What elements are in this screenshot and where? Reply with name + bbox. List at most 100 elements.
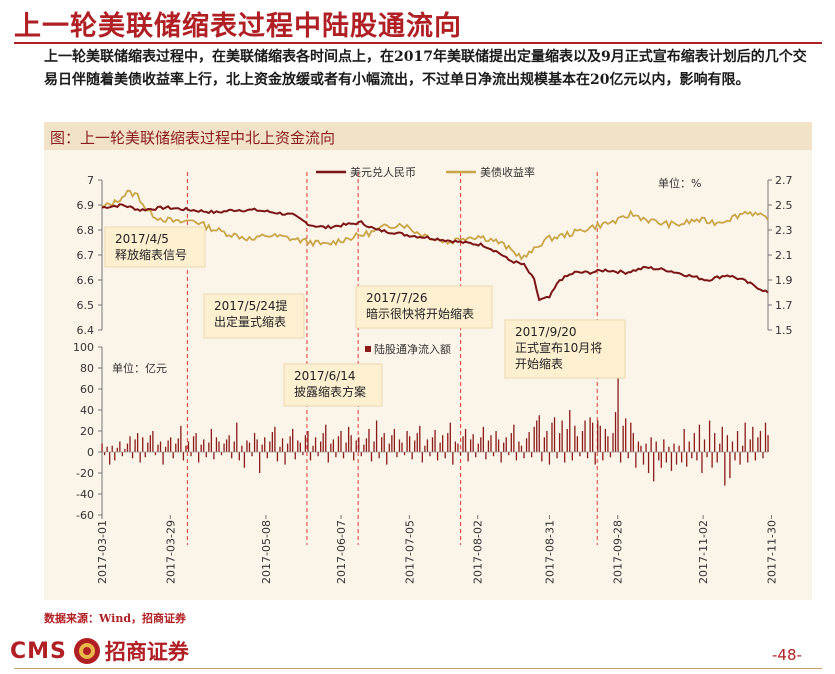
flow-bar [337,436,340,452]
flow-bar [635,452,637,468]
flow-bar [714,433,716,452]
flow-bar [574,425,576,452]
flow-bar [602,452,604,461]
flow-bar [424,445,426,452]
flow-bar [757,437,759,452]
page-title: 上一轮美联储缩表过程中陆股通流向 [14,11,462,42]
left-axis-tick-label: 6.9 [77,199,95,212]
flow-bar [182,452,185,461]
flow-bar [759,431,762,452]
flow-bar [360,452,362,457]
flow-bar [538,415,540,452]
flow-bar [627,452,629,459]
legend-label-flow: 陆股通净流入额 [374,342,451,356]
flow-bar [716,452,718,463]
flow-bar [403,452,406,456]
flow-bar [292,428,294,452]
flow-bar [116,447,118,452]
flow-bar [744,422,746,452]
flow-bar [513,424,515,452]
flow-bar [121,452,124,457]
annotation-text: 2017/4/5 [115,232,169,246]
flow-bar [187,441,190,452]
flow-bar [152,431,154,452]
flow-bar [492,452,495,457]
flow-bar [103,452,106,456]
flow-bar [457,443,459,452]
flow-bar [719,443,721,452]
x-axis-tick-label: 2017-09-28 [612,520,625,584]
flow-bar [299,442,301,452]
flow-bar [386,452,388,465]
flow-bar [213,452,215,460]
flow-bar [241,445,243,452]
flow-bar [485,452,487,460]
flow-bar [767,435,769,452]
flow-bar [533,426,535,452]
flow-bar [482,426,484,452]
flow-bar [276,452,279,462]
flow-bar [469,439,472,452]
flow-bar [170,437,172,452]
flow-bar [119,441,121,452]
flow-bar [284,452,286,465]
flow-bar [653,452,655,482]
flow-bar [195,433,197,452]
flow-bar [297,440,299,452]
flow-bar [414,440,416,452]
flow-bar [452,452,454,465]
annotation-text: 2017/5/24提 [214,298,288,313]
flow-bar [101,443,103,452]
flow-bar [286,443,289,452]
flow-bar [225,439,228,452]
flow-bar [429,452,431,457]
annotation-text: 正式宣布10月将 [515,340,602,355]
flow-bar [215,437,218,452]
flow-bar [609,452,612,458]
flow-bar [205,452,207,458]
flow-bar [444,452,446,459]
flow-bar [251,452,253,457]
flow-bar [553,417,556,452]
flow-bar [711,452,713,468]
x-axis-tick-label: 2017-03-01 [96,520,109,584]
flow-bar [124,448,126,452]
flow-bar [566,428,568,452]
flow-bar [368,428,370,452]
flow-bar [218,441,220,452]
bottom-axis-tick-label: 40 [80,404,94,417]
flow-bar [541,452,543,462]
flow-bar [701,452,703,473]
flow-bar [614,412,617,452]
flow-bar [126,443,129,452]
right-axis-tick-label: 1.5 [775,324,793,337]
flow-bar [185,445,187,452]
flow-bar [401,442,403,452]
flow-bar [472,434,474,452]
flow-bar [228,435,230,452]
flow-bar [696,452,698,461]
flow-bar [177,438,179,452]
bottom-axis-tick-label: 100 [73,341,94,354]
flow-bar [464,428,467,452]
flow-bar [508,452,510,456]
flow-bar [642,452,645,465]
flow-bar [142,437,144,452]
flow-bar [487,440,490,452]
annotation-text: 暗示很快将开始缩表 [366,306,474,321]
page-number: -48- [772,646,802,664]
left-axis-tick-label: 6.4 [77,324,95,337]
annotation-text: 披露缩表方案 [294,384,366,399]
flow-bar [551,422,553,452]
flow-bar [190,452,192,457]
logo-name: 招商证券 [104,639,189,664]
flow-bar [495,431,497,452]
flow-bar [172,452,174,459]
flow-bar [686,452,688,467]
flow-bar [637,441,640,452]
flow-bar [388,443,390,452]
flow-bar [678,445,680,452]
flow-bar [210,428,213,452]
flow-bar [408,436,411,452]
flow-bar [619,452,622,463]
